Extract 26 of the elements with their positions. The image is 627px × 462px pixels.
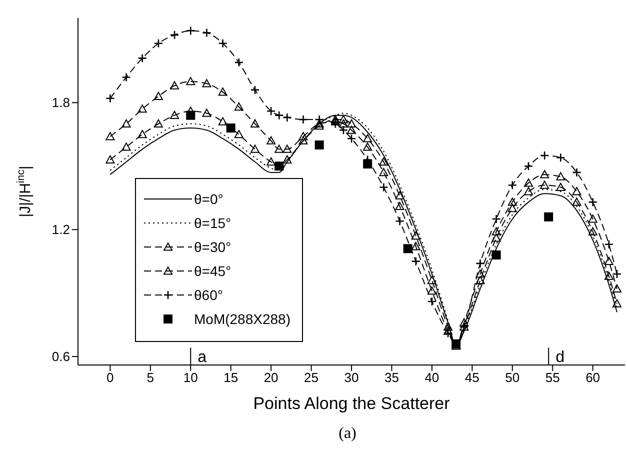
legend-label: θ60° xyxy=(194,287,223,303)
y-tick-label: 1.2 xyxy=(52,222,70,238)
ref-line-label: a xyxy=(198,349,207,366)
x-tick-label: 40 xyxy=(424,370,440,386)
y-tick-label: 1.8 xyxy=(52,95,70,110)
legend-label: θ=15° xyxy=(194,215,232,231)
x-tick-label: 45 xyxy=(464,370,480,386)
x-tick-label: 5 xyxy=(146,370,154,386)
legend-label: θ=30° xyxy=(194,239,232,255)
legend-label: θ=45° xyxy=(194,263,232,279)
x-tick-label: 15 xyxy=(224,370,238,386)
x-tick-label: 0 xyxy=(106,370,114,386)
x-tick-label: 10 xyxy=(183,370,198,386)
y-tick-label: 0.6 xyxy=(52,349,70,364)
legend-label: θ=0° xyxy=(194,191,224,207)
x-tick-label: 55 xyxy=(545,370,560,386)
ref-line-label: d xyxy=(556,349,564,366)
x-tick-label: 30 xyxy=(344,370,359,386)
x-tick-label: 20 xyxy=(264,370,278,386)
x-tick-label: 25 xyxy=(304,370,319,386)
x-tick-label: 60 xyxy=(586,370,600,386)
x-axis-title: Points Along the Scatterer xyxy=(253,394,450,413)
x-tick-label: 35 xyxy=(384,370,399,386)
x-tick-label: 50 xyxy=(505,370,520,386)
text: (a) xyxy=(338,425,358,443)
legend-label: MoM(288X288) xyxy=(194,311,290,327)
